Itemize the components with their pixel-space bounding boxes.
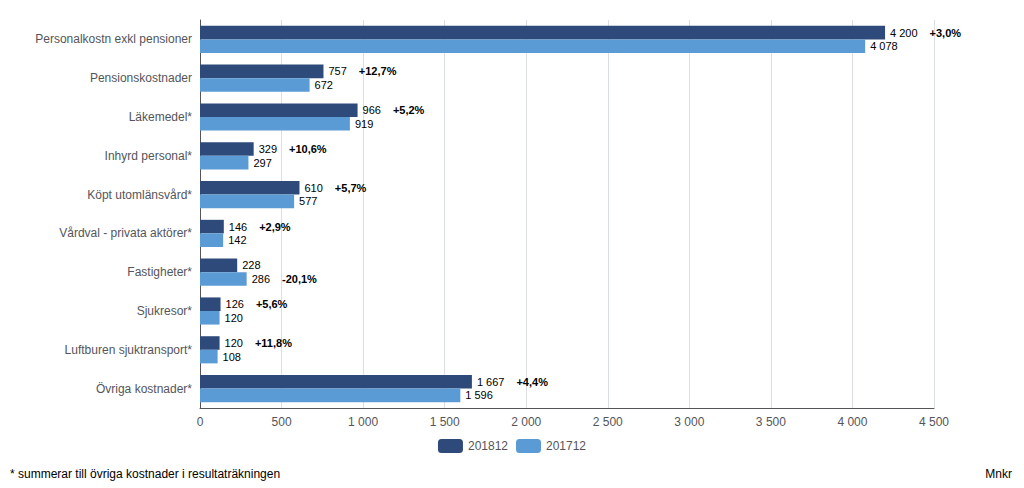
svg-text:Personalkostn exkl pensioner: Personalkostn exkl pensioner	[35, 32, 192, 46]
svg-text:500: 500	[272, 415, 292, 429]
svg-text:Köpt utomlänsvård*: Köpt utomlänsvård*	[87, 188, 192, 202]
svg-text:228: 228	[242, 259, 260, 271]
svg-text:757: 757	[328, 65, 346, 77]
svg-text:1 596: 1 596	[465, 389, 493, 401]
svg-text:Läkemedel*: Läkemedel*	[129, 110, 193, 124]
svg-text:919: 919	[355, 118, 373, 130]
svg-text:1 667: 1 667	[477, 376, 505, 388]
svg-text:672: 672	[315, 79, 333, 91]
svg-text:Inhyrd personal*: Inhyrd personal*	[105, 149, 193, 163]
svg-text:1 000: 1 000	[348, 415, 378, 429]
svg-text:201812: 201812	[468, 439, 508, 453]
svg-text:577: 577	[299, 195, 317, 207]
svg-text:+5,7%: +5,7%	[335, 182, 367, 194]
svg-text:4 200: 4 200	[890, 27, 918, 39]
svg-text:+4,4%: +4,4%	[516, 376, 548, 388]
svg-text:Pensionskostnader: Pensionskostnader	[90, 71, 192, 85]
svg-text:4 000: 4 000	[837, 415, 867, 429]
svg-text:2 000: 2 000	[511, 415, 541, 429]
svg-text:0: 0	[197, 415, 204, 429]
svg-text:120: 120	[225, 337, 243, 349]
svg-text:+5,2%: +5,2%	[393, 104, 425, 116]
svg-text:1 500: 1 500	[430, 415, 460, 429]
svg-text:297: 297	[253, 157, 271, 169]
svg-text:+3,0%: +3,0%	[930, 27, 962, 39]
svg-text:+10,6%: +10,6%	[289, 143, 327, 155]
svg-text:201712: 201712	[546, 439, 586, 453]
svg-text:146: 146	[229, 221, 247, 233]
svg-text:Luftburen sjuktransport*: Luftburen sjuktransport*	[65, 343, 193, 357]
svg-text:2 500: 2 500	[593, 415, 623, 429]
svg-text:Mnkr: Mnkr	[985, 467, 1012, 481]
svg-text:120: 120	[225, 312, 243, 324]
svg-text:Övriga kostnader*: Övriga kostnader*	[96, 382, 192, 396]
svg-text:286: 286	[252, 273, 270, 285]
svg-text:+11,8%: +11,8%	[255, 337, 292, 349]
svg-text:142: 142	[228, 234, 246, 246]
svg-text:126: 126	[226, 298, 244, 310]
svg-text:+5,6%: +5,6%	[256, 298, 288, 310]
svg-text:329: 329	[259, 143, 277, 155]
svg-text:4 078: 4 078	[870, 40, 898, 52]
svg-text:* summerar till övriga kostnad: * summerar till övriga kostnader i resul…	[10, 467, 280, 481]
svg-text:Vårdval - privata aktörer*: Vårdval - privata aktörer*	[59, 226, 192, 240]
svg-text:-20,1%: -20,1%	[282, 273, 317, 285]
svg-text:+2,9%: +2,9%	[259, 221, 291, 233]
svg-text:3 500: 3 500	[756, 415, 786, 429]
svg-text:3 000: 3 000	[674, 415, 704, 429]
svg-text:Fastigheter*: Fastigheter*	[127, 265, 192, 279]
svg-text:+12,7%: +12,7%	[359, 65, 397, 77]
svg-text:4 500: 4 500	[919, 415, 949, 429]
svg-text:610: 610	[304, 182, 322, 194]
svg-text:Sjukresor*: Sjukresor*	[137, 304, 193, 318]
svg-text:108: 108	[223, 351, 241, 363]
svg-text:966: 966	[363, 104, 381, 116]
